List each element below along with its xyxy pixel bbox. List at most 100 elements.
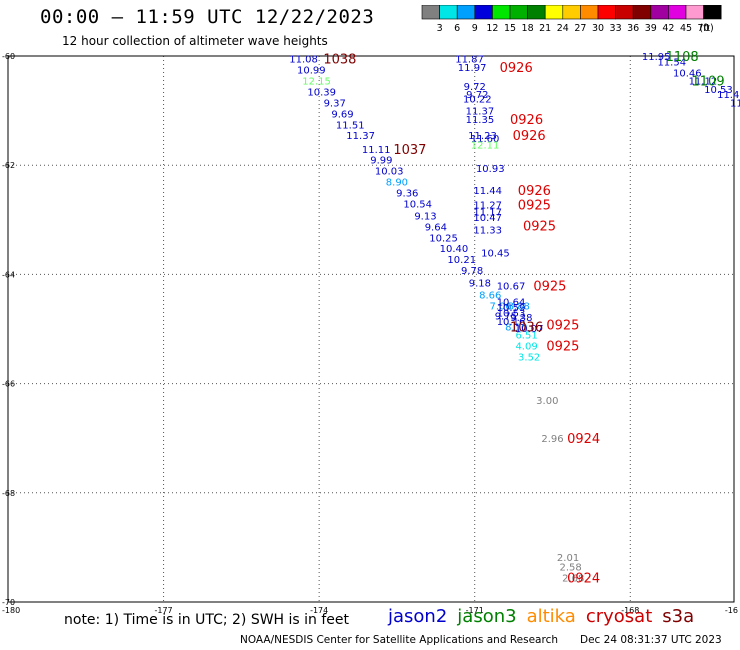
wave-height-point: 9.18 [469, 279, 491, 290]
satellite-altika: altika [526, 606, 576, 627]
wave-height-point: 11.95 [642, 52, 671, 63]
wave-height-point: 8.90 [386, 178, 408, 189]
y-tick-label: -66 [2, 380, 15, 389]
credit-line: NOAA/NESDIS Center for Satellite Applica… [240, 634, 558, 646]
wave-height-point: 10.07 [515, 324, 544, 335]
wave-height-point: 7.06 [490, 302, 512, 313]
wave-height-point: 11.11 [362, 145, 391, 156]
wave-height-point: 2.01 [557, 553, 579, 564]
wave-height-point: 9.72 [466, 90, 488, 101]
legend-label: 24 [557, 23, 569, 34]
wave-height-point: 10.46 [673, 68, 702, 79]
y-tick-label: -62 [2, 161, 15, 170]
wave-height-point: 11.44 [473, 186, 502, 197]
satellite-legend: jason2 jason3 altika cryosat s3a [388, 606, 704, 627]
wave-height-point: 10.99 [297, 66, 326, 77]
wave-height-point: 8.66 [479, 291, 501, 302]
wave-height-point: 10.67 [497, 281, 526, 292]
pass-time-label: 0925 [546, 339, 579, 354]
legend-label: 36 [627, 23, 639, 34]
legend-label: 12 [486, 23, 498, 34]
wave-height-point: 11.54 [657, 57, 686, 68]
pass-time-label: 0925 [523, 219, 556, 234]
legend-swatch [703, 5, 722, 20]
wave-height-point: 11.35 [466, 115, 495, 126]
wave-height-point: 11.27 [473, 201, 502, 212]
wave-height-point: 9.36 [396, 189, 418, 200]
y-tick-label: -64 [2, 270, 15, 279]
legend-label: 45 [680, 23, 692, 34]
wave-height-point: 10.21 [447, 255, 476, 266]
wave-height-point: 10.47 [473, 213, 502, 224]
pass-time-label: 0925 [546, 319, 579, 334]
wave-height-point: 9.78 [461, 266, 483, 277]
wave-height-point: 10.53 [704, 85, 733, 96]
y-tick-label: -68 [2, 489, 15, 498]
wave-height-point: 9.64 [425, 222, 447, 233]
wave-height-point: 11.97 [458, 63, 487, 74]
wave-height-point: 11.17 [473, 208, 502, 219]
wave-height-point: 11.23 [468, 131, 497, 142]
wave-height-point: 10.53 [497, 309, 526, 320]
wave-height-point: 3.52 [518, 352, 540, 363]
x-tick-label: -16 [725, 606, 738, 615]
wave-height-point: 2.58 [560, 563, 582, 574]
wave-height-point: 10.54 [403, 199, 432, 210]
y-tick-label: -70 [2, 598, 15, 607]
wave-height-point: 11.08 [289, 55, 318, 66]
wave-height-point: 11.37 [346, 131, 375, 142]
wave-height-point: 10.03 [375, 167, 404, 178]
legend-label: 39 [645, 23, 657, 34]
legend-label: 27 [574, 23, 586, 34]
wave-height-legend: 3 6 9 12 15 18 21 24 27 30 33 36 39 42 45 70(ft) [421, 5, 722, 34]
wave-height-point: 9.72 [464, 82, 486, 93]
pass-time-label: 0926 [500, 61, 533, 76]
wave-height-point: 4.09 [515, 341, 537, 352]
wave-height-point: 10.45 [481, 249, 510, 260]
legend-label: 30 [592, 23, 604, 34]
x-tick-label: -174 [310, 606, 328, 615]
wave-height-point: 6.51 [515, 330, 537, 341]
wave-height-point: 9.75 [495, 311, 517, 322]
wave-height-point: 10.16 [497, 317, 526, 328]
x-tick-label: -180 [2, 606, 20, 615]
legend-label: 3 [437, 23, 443, 34]
wave-height-point: 9.37 [324, 98, 346, 109]
pass-time-label: 1108 [666, 50, 699, 65]
satellite-jason2: jason2 [388, 606, 448, 627]
wave-height-point: 10.40 [440, 244, 469, 255]
x-tick-label: -177 [154, 606, 172, 615]
legend-label: 15 [504, 23, 516, 34]
wave-height-point: 11.37 [466, 107, 495, 118]
pass-time-label: 0925 [518, 199, 551, 214]
satellite-jason3: jason3 [457, 606, 517, 627]
wave-height-point: 11.60 [471, 134, 500, 145]
legend-label: 70 [698, 23, 710, 34]
plot-frame [7, 55, 735, 603]
wave-height-point: 11.87 [455, 55, 484, 66]
wave-height-point: 12.11 [471, 140, 500, 151]
pass-time-label: 0926 [518, 184, 551, 199]
legend-label: 33 [610, 23, 622, 34]
wave-height-point: 12.15 [302, 77, 331, 88]
wave-height-point: 9.99 [370, 156, 392, 167]
y-tick-label: -60 [2, 52, 15, 61]
chart-subtitle: 12 hour collection of altimeter wave hei… [62, 34, 328, 48]
pass-time-label: 0924 [567, 571, 600, 586]
legend-label: 42 [662, 23, 674, 34]
wave-height-point: 9.38 [510, 313, 532, 324]
pass-time-label: 1036 [510, 320, 543, 335]
wave-height-point: 9.69 [331, 109, 353, 120]
legend-label: 9 [472, 23, 478, 34]
pass-time-label: 0925 [533, 279, 566, 294]
satellite-cryosat: cryosat [585, 606, 653, 627]
wave-height-point: 11.33 [473, 226, 502, 237]
wave-height-point: 11.07 [730, 98, 740, 109]
wave-height-point: 10.39 [307, 87, 336, 98]
wave-height-point: 10.22 [463, 95, 492, 106]
legend-label: 18 [522, 23, 534, 34]
wave-height-point: 11.47 [717, 90, 740, 101]
wave-height-point: 9.13 [414, 211, 436, 222]
wave-height-point: 8.88 [508, 302, 530, 313]
wave-height-point: 10.25 [429, 233, 458, 244]
